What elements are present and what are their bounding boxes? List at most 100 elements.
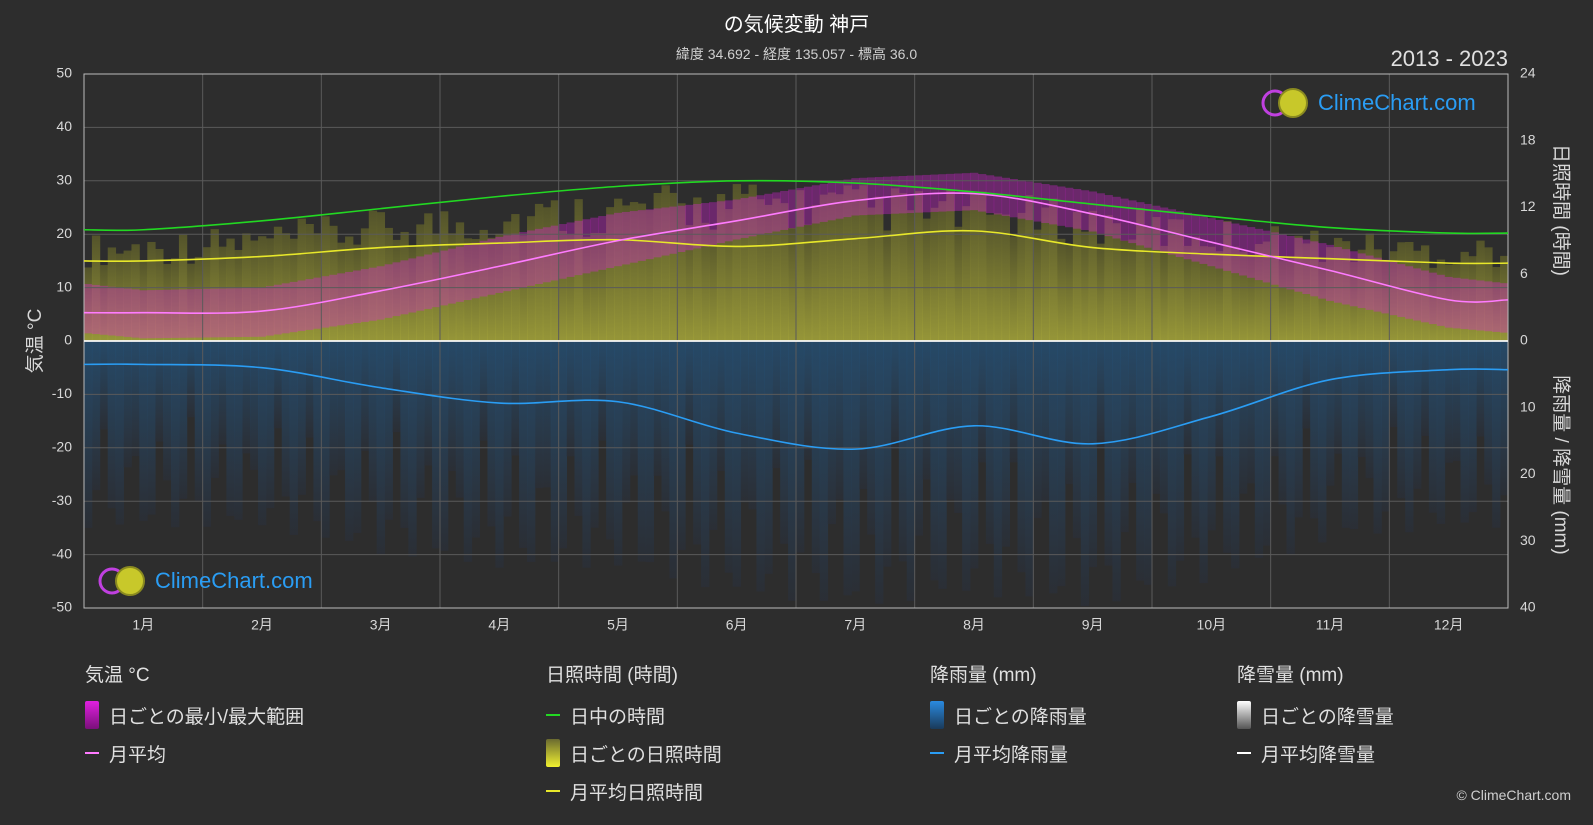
daily-sunshine-bar xyxy=(669,192,678,341)
daily-temp-range-bar xyxy=(1088,191,1098,232)
daily-rain-bar xyxy=(281,341,291,497)
daily-sunshine-bar xyxy=(946,190,955,341)
y-right-sun-tick-label: 12 xyxy=(1520,198,1536,214)
daily-temp-range-bar xyxy=(1270,232,1279,285)
daily-rain-bar xyxy=(1183,341,1192,455)
daily-rain-bar xyxy=(835,341,844,500)
daily-temp-range-bar xyxy=(1294,237,1303,292)
daily-sunshine-bar xyxy=(1484,247,1493,341)
daily-rain-bar xyxy=(938,341,947,589)
brand-logo-top[interactable]: ClimeChart.com xyxy=(1258,86,1476,120)
legend-item: 日ごとの降雪量 xyxy=(1237,696,1394,734)
x-tick-label: 11月 xyxy=(1316,617,1345,633)
daily-temp-range-bar xyxy=(1460,278,1469,330)
daily-rain-bar xyxy=(1468,341,1477,513)
daily-temp-range-bar xyxy=(1096,193,1105,234)
daily-sunshine-bar xyxy=(954,226,963,341)
daily-rain-bar xyxy=(1278,341,1287,505)
daily-rain-bar xyxy=(740,341,749,503)
daily-sunshine-bar xyxy=(780,203,789,341)
daily-rain-bar xyxy=(178,341,188,499)
daily-sunshine-bar xyxy=(139,260,148,341)
daily-temp-range-bar xyxy=(503,235,512,292)
daily-sunshine-bar xyxy=(962,206,971,341)
daily-rain-bar xyxy=(139,341,148,521)
period-label: 2013 - 2023 xyxy=(1390,46,1508,71)
daily-rain-bar xyxy=(1049,341,1058,594)
daily-rain-bar xyxy=(1428,341,1438,513)
daily-rain-bar xyxy=(1199,341,1208,584)
daily-rain-bar xyxy=(1064,341,1074,485)
daily-sunshine-bar xyxy=(131,244,140,341)
daily-sunshine-bar xyxy=(1183,245,1192,341)
daily-sunshine-bar xyxy=(463,238,473,341)
daily-sunshine-bar xyxy=(511,214,520,341)
daily-rain-bar xyxy=(1302,341,1311,429)
daily-rain-bar xyxy=(598,341,607,441)
daily-sunshine-bar xyxy=(740,193,749,341)
series-line-temp xyxy=(83,192,1509,314)
daily-temp-range-bar xyxy=(748,196,757,237)
daily-temp-range-bar xyxy=(550,225,560,281)
daily-sunshine-bar xyxy=(811,205,821,341)
daily-rain-bar xyxy=(305,341,314,438)
daily-sunshine-bar xyxy=(708,229,718,341)
daily-sunshine-bar xyxy=(1381,260,1390,341)
legend-item: 月平均降雨量 xyxy=(930,734,1087,772)
daily-sunshine-bar xyxy=(1326,247,1335,341)
brand-logo-bottom[interactable]: ClimeChart.com xyxy=(95,564,313,598)
daily-rain-bar xyxy=(621,341,631,503)
daily-sunshine-bar xyxy=(1191,236,1200,341)
x-tick-label: 4月 xyxy=(488,617,510,633)
daily-sunshine-bar xyxy=(1017,212,1026,341)
y-right-sun-tick-label: 6 xyxy=(1520,265,1528,281)
daily-rain-bar xyxy=(693,341,702,545)
daily-temp-range-bar xyxy=(408,258,417,313)
y-left-tick-label: -20 xyxy=(52,439,72,455)
daily-rain-bar xyxy=(582,341,591,568)
daily-rain-bar xyxy=(368,341,378,502)
daily-sunshine-bar xyxy=(938,201,947,341)
daily-sunshine-bar xyxy=(352,244,362,341)
daily-temp-range-bar xyxy=(1444,276,1454,328)
daily-sunshine-bar xyxy=(265,238,275,341)
daily-temp-range-bar xyxy=(345,271,354,325)
daily-rain-bar xyxy=(1357,341,1366,458)
daily-temp-range-bar xyxy=(772,192,781,232)
x-tick-label: 2月 xyxy=(251,617,273,633)
daily-temp-range-bar xyxy=(898,175,908,214)
daily-sunshine-bar xyxy=(1009,236,1018,341)
daily-rain-bar xyxy=(1159,341,1169,514)
daily-temp-range-bar xyxy=(669,206,678,254)
daily-sunshine-bar xyxy=(614,198,623,341)
daily-sunshine-bar xyxy=(970,191,979,341)
daily-sunshine-bar xyxy=(234,249,243,341)
daily-rain-bar xyxy=(1120,341,1129,533)
daily-rain-bar xyxy=(487,341,496,527)
daily-sunshine-bar xyxy=(384,227,393,341)
daily-temp-range-bar xyxy=(1318,243,1327,299)
daily-rain-bar xyxy=(527,341,536,562)
daily-sunshine-bar xyxy=(392,239,401,341)
daily-rain-bar xyxy=(1294,341,1303,518)
daily-rain-bar xyxy=(629,341,639,476)
daily-temp-range-bar xyxy=(1064,187,1074,228)
y-right-rain-tick-label: 10 xyxy=(1520,398,1536,414)
daily-temp-range-bar xyxy=(677,205,686,252)
daily-temp-range-bar xyxy=(139,290,148,339)
daily-temp-range-bar xyxy=(376,266,386,320)
daily-sunshine-bar xyxy=(930,207,939,341)
daily-sunshine-bar xyxy=(368,210,378,341)
daily-temp-range-bar xyxy=(147,290,156,339)
daily-sunshine-bar xyxy=(1080,231,1090,341)
daily-rain-bar xyxy=(970,341,979,569)
daily-sunshine-bar xyxy=(1341,241,1351,341)
x-tick-label: 9月 xyxy=(1082,617,1104,633)
daily-sunshine-bar xyxy=(1500,255,1509,341)
daily-sunshine-bar xyxy=(107,247,117,341)
daily-rain-bar xyxy=(463,341,473,562)
daily-rain-bar xyxy=(1191,341,1200,538)
daily-temp-range-bar xyxy=(1128,200,1137,244)
daily-rain-bar xyxy=(716,341,726,471)
legend-label: 日ごとの降雨量 xyxy=(954,706,1087,728)
